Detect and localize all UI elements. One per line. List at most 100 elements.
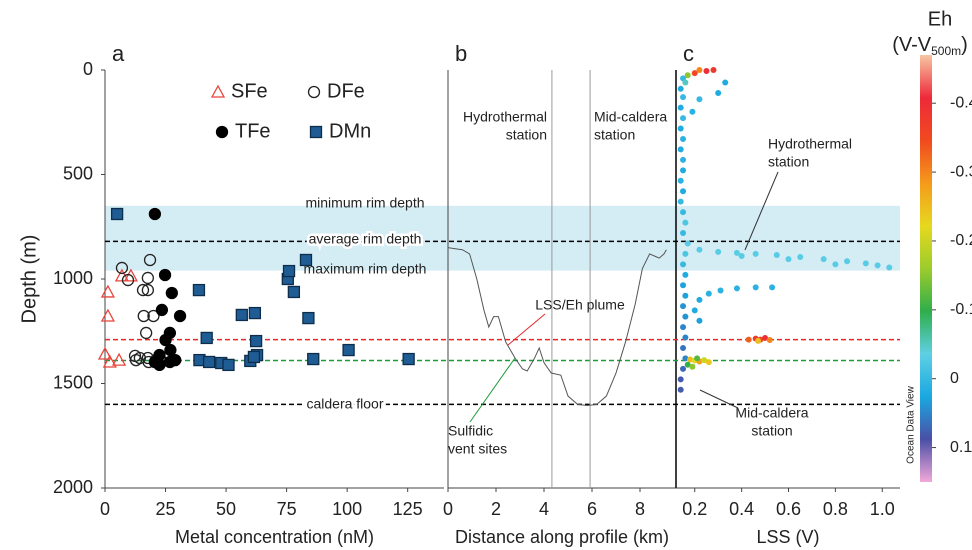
x-tick-label: 0.6 xyxy=(776,499,801,519)
data-point xyxy=(677,177,684,184)
panel-label: a xyxy=(112,41,125,66)
marker xyxy=(153,358,166,372)
marker xyxy=(169,353,182,367)
data-point xyxy=(677,376,684,383)
annotation: maximum rim depth xyxy=(304,261,427,277)
data-point xyxy=(680,365,687,372)
data-point xyxy=(696,246,703,253)
data-point xyxy=(680,94,687,101)
x-tick-label: 0 xyxy=(443,499,453,519)
marker xyxy=(141,271,155,285)
marker xyxy=(102,354,117,368)
data-point xyxy=(844,258,851,265)
data-point xyxy=(766,337,773,344)
legend-label: DMn xyxy=(329,120,371,142)
marker xyxy=(143,253,157,267)
colorbar-title: Eh xyxy=(928,8,952,30)
x-tick-label: 1.0 xyxy=(870,499,895,519)
marker xyxy=(282,264,296,278)
data-point xyxy=(684,240,691,247)
annotation: caldera floor xyxy=(306,396,383,412)
marker xyxy=(402,352,415,366)
marker xyxy=(115,261,129,275)
data-point xyxy=(738,253,745,260)
data-point xyxy=(785,256,792,263)
x-axis-label: Distance along profile (km) xyxy=(455,527,669,547)
data-point xyxy=(682,250,689,257)
x-tick-label: 25 xyxy=(156,499,176,519)
annotation: Hydrothermal xyxy=(463,109,547,125)
data-point xyxy=(680,167,687,174)
unit-suffix: ) xyxy=(961,34,968,56)
data-point xyxy=(705,290,712,297)
data-point xyxy=(701,357,708,364)
annotation: station xyxy=(751,423,792,439)
data-point xyxy=(689,363,696,370)
marker xyxy=(235,308,248,322)
annotation: Sulfidic xyxy=(448,423,493,439)
marker xyxy=(97,346,113,360)
annotation: vent sites xyxy=(448,441,507,457)
leader-line xyxy=(744,171,779,251)
marker xyxy=(164,343,177,357)
data-point xyxy=(682,271,689,278)
annotation: LSS/Eh plume xyxy=(535,297,625,313)
legend-marker xyxy=(210,84,226,98)
data-point xyxy=(733,285,740,292)
x-tick-label: 2 xyxy=(491,499,501,519)
annotation: Hydrothermal xyxy=(768,136,852,152)
data-point xyxy=(680,188,687,195)
annotation: station xyxy=(594,127,635,143)
data-point xyxy=(769,284,776,291)
x-tick-label: 8 xyxy=(635,499,645,519)
data-point xyxy=(703,68,710,75)
colorbar-tick-label: 0.1 xyxy=(950,439,972,456)
data-point xyxy=(680,324,687,331)
marker xyxy=(202,355,216,369)
data-point xyxy=(694,355,701,362)
data-point xyxy=(691,70,698,77)
legend-marker xyxy=(215,125,229,139)
marker xyxy=(302,311,315,325)
x-tick-label: 100 xyxy=(332,499,362,519)
legend-marker xyxy=(307,85,321,99)
marker xyxy=(155,303,169,317)
annotation: station xyxy=(768,154,809,170)
marker xyxy=(100,284,116,298)
data-point xyxy=(691,307,698,314)
data-point xyxy=(682,292,689,299)
data-point xyxy=(745,336,752,343)
y-tick-label: 1500 xyxy=(53,372,93,392)
x-axis-label: LSS (V) xyxy=(756,527,819,547)
data-point xyxy=(680,135,687,142)
x-tick-label: 125 xyxy=(393,499,423,519)
leader-line xyxy=(507,313,546,346)
marker xyxy=(123,268,139,282)
profile-line xyxy=(447,247,667,406)
annotation: Mid-caldera xyxy=(594,109,667,125)
software-note: Ocean Data View xyxy=(906,385,917,463)
data-point xyxy=(886,264,893,271)
data-point xyxy=(680,230,687,237)
marker xyxy=(147,309,160,323)
data-point xyxy=(715,89,722,96)
marker xyxy=(287,285,301,299)
colorbar-unit: (V-V500m) xyxy=(892,34,968,58)
data-point xyxy=(752,250,759,257)
data-point xyxy=(755,337,762,344)
data-point xyxy=(874,262,881,269)
y-tick-label: 0 xyxy=(83,59,93,79)
data-point xyxy=(682,313,689,320)
marker xyxy=(342,343,355,357)
marker xyxy=(248,306,262,320)
colorbar-tick-label: -0.3 xyxy=(950,163,972,180)
colorbar xyxy=(920,55,932,482)
x-tick-label: 0.8 xyxy=(823,499,848,519)
data-point xyxy=(682,219,689,226)
marker xyxy=(121,273,135,287)
annotation: minimum rim depth xyxy=(305,195,424,211)
marker xyxy=(141,283,155,297)
data-point xyxy=(689,108,696,115)
colorbar-tick-label: -0.2 xyxy=(950,232,972,249)
